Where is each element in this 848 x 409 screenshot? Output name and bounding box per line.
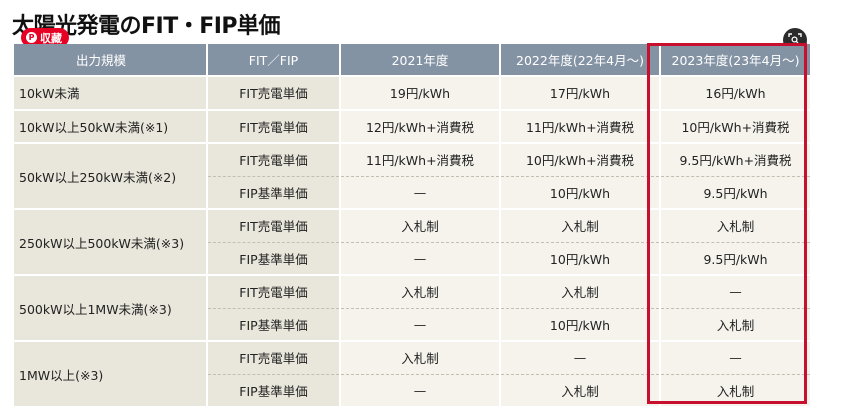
header-2023: 2023年度(23年4月〜): [660, 44, 812, 76]
value-2023: 入札制: [660, 373, 812, 406]
scale-cell: 10kW以上50kW未満(※1): [14, 108, 208, 143]
value-2022: 10円/kWh+消費税: [500, 142, 661, 176]
kind-cell: FIT売電単価: [207, 340, 341, 374]
header-2022: 2022年度(22年4月〜): [500, 44, 661, 76]
value-2021: —: [340, 241, 501, 275]
pinterest-save-button[interactable]: P 収藏: [21, 28, 69, 47]
table-row: 500kW以上1MW未満(※3) FIT売電単価 入札制 入札制 —: [14, 274, 812, 341]
table-row: 10kW未満 FIT売電単価 19円/kWh 17円/kWh 16円/kWh: [14, 75, 812, 110]
table-row: 10kW以上50kW未満(※1) FIT売電単価 12円/kWh+消費税 11円…: [14, 108, 812, 143]
kind-cell: FIT売電単価: [207, 108, 341, 143]
header-fit-fip: FIT／FIP: [207, 44, 341, 76]
value-2023: 入札制: [660, 307, 812, 341]
table-row: FIP基準単価 — 10円/kWh 9.5円/kWh: [14, 175, 812, 209]
value-2023: —: [660, 274, 812, 308]
value-2021: 12円/kWh+消費税: [340, 108, 501, 143]
value-2021: 11円/kWh+消費税: [340, 142, 501, 176]
kind-cell: FIT売電単価: [207, 75, 341, 110]
table-row: FIP基準単価 — 10円/kWh 入札制: [14, 307, 812, 341]
value-2022: 入札制: [500, 208, 661, 242]
value-2023: 入札制: [660, 208, 812, 242]
fit-fip-price-table: 出力規模 FIT／FIP 2021年度 2022年度(22年4月〜) 2023年…: [14, 44, 812, 406]
value-2021: —: [340, 307, 501, 341]
kind-cell: FIP基準単価: [207, 307, 341, 341]
value-2021: 入札制: [340, 208, 501, 242]
pinterest-icon: P: [26, 32, 37, 43]
kind-cell: FIT売電単価: [207, 274, 341, 308]
kind-cell: FIT売電単価: [207, 208, 341, 242]
value-2021: 入札制: [340, 340, 501, 374]
kind-cell: FIP基準単価: [207, 241, 341, 275]
scale-cell: 50kW以上250kW未満(※2): [14, 142, 208, 209]
kind-cell: FIP基準単価: [207, 373, 341, 406]
value-2022: 入札制: [500, 373, 661, 406]
value-2022: 17円/kWh: [500, 75, 661, 110]
value-2021: 入札制: [340, 274, 501, 308]
value-2022: 10円/kWh: [500, 241, 661, 275]
value-2021: —: [340, 373, 501, 406]
value-2022: 入札制: [500, 274, 661, 308]
visual-search-icon: [788, 33, 802, 47]
table-row: 50kW以上250kW未満(※2) FIT売電単価 11円/kWh+消費税 10…: [14, 142, 812, 209]
scale-cell: 1MW以上(※3): [14, 340, 208, 406]
value-2022: 10円/kWh: [500, 175, 661, 209]
header-scale: 出力規模: [14, 44, 208, 76]
table-row: FIP基準単価 — 10円/kWh 9.5円/kWh: [14, 241, 812, 275]
table-row: 250kW以上500kW未満(※3) FIT売電単価 入札制 入札制 入札制: [14, 208, 812, 275]
save-label: 収藏: [40, 31, 62, 45]
value-2021: 19円/kWh: [340, 75, 501, 110]
value-2023: 16円/kWh: [660, 75, 812, 110]
scale-cell: 250kW以上500kW未満(※3): [14, 208, 208, 275]
value-2023: 9.5円/kWh: [660, 175, 812, 209]
value-2022: 10円/kWh: [500, 307, 661, 341]
value-2023: 9.5円/kWh: [660, 241, 812, 275]
table-row: FIP基準単価 — 入札制 入札制: [14, 373, 812, 406]
value-2022: 11円/kWh+消費税: [500, 108, 661, 143]
value-2023: 9.5円/kWh+消費税: [660, 142, 812, 176]
header-2021: 2021年度: [340, 44, 501, 76]
table-row: 1MW以上(※3) FIT売電単価 入札制 — —: [14, 340, 812, 406]
table-header-row: 出力規模 FIT／FIP 2021年度 2022年度(22年4月〜) 2023年…: [14, 44, 812, 76]
value-2021: —: [340, 175, 501, 209]
value-2023: —: [660, 340, 812, 374]
value-2023: 10円/kWh+消費税: [660, 108, 812, 143]
value-2022: —: [500, 340, 661, 374]
scale-cell: 10kW未満: [14, 75, 208, 110]
kind-cell: FIP基準単価: [207, 175, 341, 209]
kind-cell: FIT売電単価: [207, 142, 341, 176]
scale-cell: 500kW以上1MW未満(※3): [14, 274, 208, 341]
